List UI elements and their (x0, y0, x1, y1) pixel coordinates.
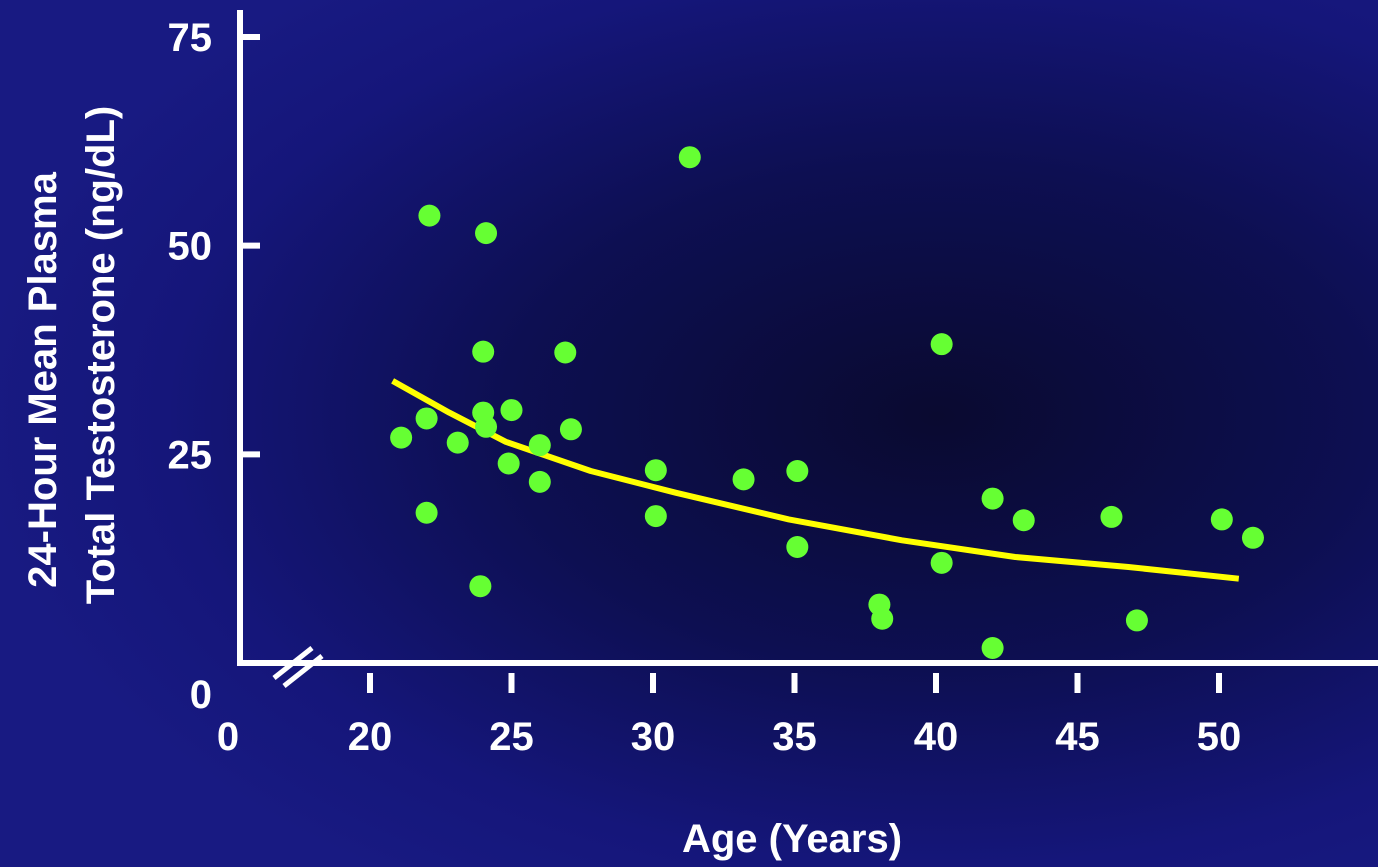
x-tick-label: 45 (1055, 715, 1100, 759)
data-point (475, 222, 498, 245)
data-point (559, 418, 582, 441)
x-tick-label: 50 (1197, 715, 1242, 759)
data-point (446, 431, 469, 454)
x-tick-label: 25 (489, 715, 534, 759)
data-point (1125, 609, 1148, 632)
y-axis-title-line-2: Total Testosterone (ng/dL) (79, 106, 123, 605)
y-tick-label: 50 (168, 225, 213, 269)
axis-break-slash (272, 646, 314, 680)
data-point (786, 535, 809, 558)
data-point (554, 341, 577, 364)
x-tick-label: 30 (631, 715, 676, 759)
data-point (786, 460, 809, 483)
axes (237, 10, 1378, 688)
x-tick-label: 20 (348, 715, 393, 759)
y-axis-title-line-1: 24-Hour Mean Plasma (21, 171, 65, 587)
axis-break-slash (282, 654, 324, 688)
data-point (644, 505, 667, 528)
y-tick-label: 0 (190, 673, 212, 717)
data-point (497, 452, 520, 475)
x-origin-tick-label: 0 (217, 715, 239, 759)
data-point (500, 399, 523, 422)
data-point (930, 333, 953, 356)
data-point (390, 426, 413, 449)
data-point (981, 636, 1004, 659)
data-point (475, 415, 498, 438)
data-point (472, 340, 495, 363)
data-point (732, 468, 755, 491)
scatter-points (390, 146, 1264, 659)
data-point (981, 487, 1004, 510)
x-axis-title: Age (Years) (682, 817, 902, 861)
data-point (528, 470, 551, 493)
x-tick-label: 35 (772, 715, 817, 759)
y-axis-title: 24-Hour Mean Plasma Total Testosterone (… (21, 106, 123, 605)
data-point (644, 459, 667, 482)
x-ticks: 20 25 30 35 40 45 50 (348, 673, 1242, 759)
data-point (1100, 505, 1123, 528)
data-point (418, 204, 441, 227)
data-point (930, 551, 953, 574)
data-point (469, 575, 492, 598)
data-point (415, 407, 438, 430)
data-point (1210, 508, 1233, 531)
y-ticks: 0 25 50 75 (168, 16, 260, 717)
data-point (1241, 526, 1264, 549)
y-tick-label: 75 (168, 16, 213, 60)
data-point (871, 607, 894, 630)
axis-break-mark (272, 646, 324, 688)
data-point (415, 501, 438, 524)
x-tick-label: 40 (914, 715, 959, 759)
data-point (528, 434, 551, 457)
y-tick-label: 25 (168, 433, 213, 477)
data-point (1012, 509, 1035, 532)
data-point (678, 146, 701, 169)
